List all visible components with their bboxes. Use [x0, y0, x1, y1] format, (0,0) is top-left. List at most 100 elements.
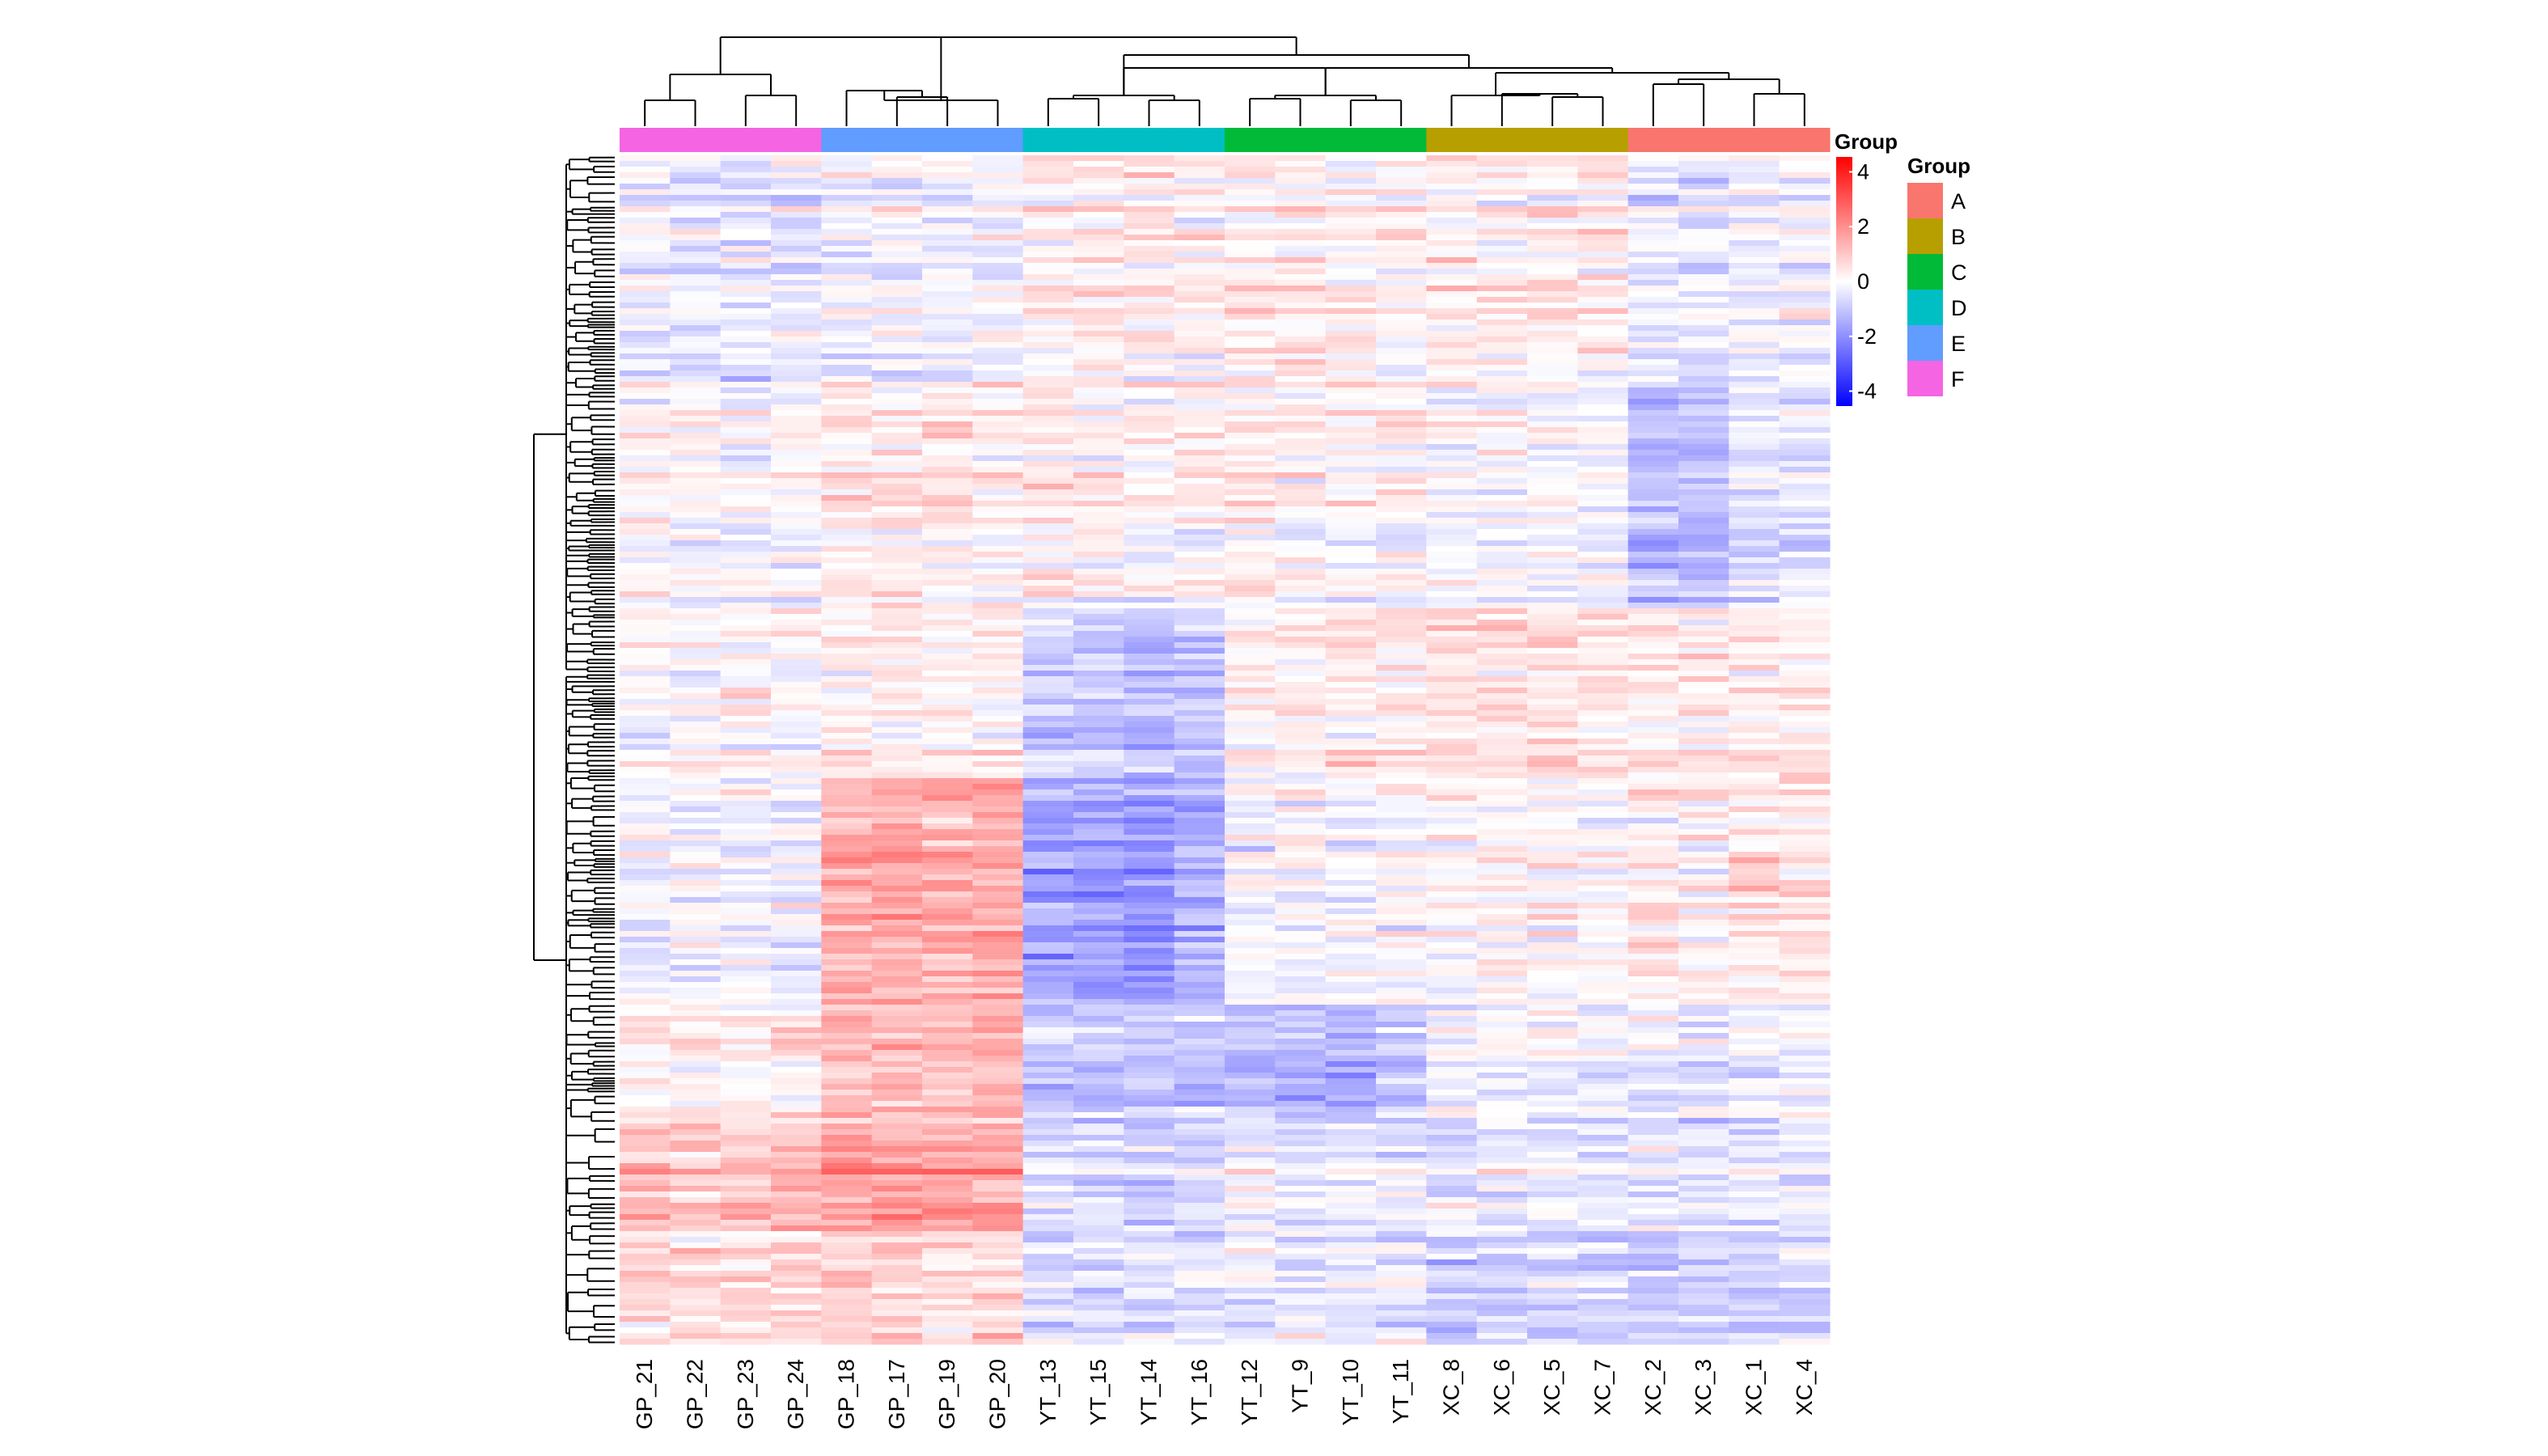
- heatmap-cell: [1577, 659, 1629, 666]
- heatmap-cell: [1325, 756, 1377, 762]
- heatmap-cell: [771, 801, 822, 807]
- heatmap-cell: [1527, 206, 1578, 213]
- heatmap-cell: [1779, 235, 1831, 241]
- heatmap-cell: [1325, 852, 1377, 858]
- heatmap-cell: [1627, 297, 1679, 303]
- heatmap-cell: [1174, 495, 1225, 502]
- heatmap-cell: [821, 597, 873, 603]
- heatmap-cell: [1577, 705, 1629, 711]
- heatmap-cell: [922, 263, 973, 269]
- heatmap-cell: [670, 501, 722, 507]
- heatmap-cell: [1275, 235, 1327, 241]
- heatmap-cell: [1729, 620, 1780, 626]
- heatmap-cell: [1325, 308, 1377, 315]
- heatmap-cell: [771, 642, 822, 649]
- heatmap-cell: [1627, 269, 1679, 275]
- heatmap-cell: [1225, 846, 1276, 853]
- heatmap-cell: [871, 789, 923, 796]
- heatmap-cell: [1325, 563, 1377, 569]
- heatmap-cell: [1325, 1005, 1377, 1011]
- heatmap-cell: [1275, 937, 1327, 943]
- heatmap-cell: [1325, 1016, 1377, 1022]
- heatmap-cell: [1225, 342, 1276, 349]
- heatmap-cell: [1729, 172, 1780, 179]
- heatmap-cell: [871, 167, 923, 173]
- heatmap-cell: [1275, 155, 1327, 162]
- heatmap-cell: [871, 229, 923, 235]
- heatmap-cell: [1225, 767, 1276, 773]
- heatmap-cell: [1325, 478, 1377, 485]
- heatmap-cell: [1225, 546, 1276, 552]
- heatmap-cell: [972, 433, 1024, 439]
- heatmap-cell: [1275, 1016, 1327, 1022]
- heatmap-cell: [1174, 597, 1225, 603]
- heatmap-cell: [1073, 812, 1124, 819]
- heatmap-cell: [871, 1056, 923, 1062]
- heatmap-cell: [1627, 206, 1679, 213]
- heatmap-cell: [1275, 167, 1327, 173]
- heatmap-cell: [1476, 286, 1528, 292]
- heatmap-cell: [1022, 580, 1074, 586]
- heatmap-cell: [620, 1050, 671, 1056]
- heatmap-cell: [1022, 795, 1074, 802]
- heatmap-cell: [670, 297, 722, 303]
- heatmap-cell: [1376, 280, 1427, 286]
- heatmap-cell: [1476, 308, 1528, 315]
- heatmap-cell: [1225, 733, 1276, 739]
- heatmap-cell: [1779, 586, 1831, 592]
- heatmap-cell: [972, 240, 1024, 247]
- heatmap-cell: [1325, 280, 1377, 286]
- heatmap-cell: [1678, 184, 1729, 190]
- heatmap-cell: [771, 699, 822, 705]
- heatmap-cell: [771, 269, 822, 275]
- heatmap-cell: [1225, 761, 1276, 768]
- heatmap-cell: [871, 450, 923, 456]
- heatmap-cell: [1729, 240, 1780, 247]
- heatmap-cell: [620, 535, 671, 541]
- heatmap-cell: [922, 1027, 973, 1034]
- heatmap-cell: [1174, 1073, 1225, 1079]
- heatmap-cell: [1124, 671, 1175, 677]
- heatmap-cell: [1275, 1061, 1327, 1068]
- heatmap-cell: [720, 342, 772, 349]
- heatmap-cell: [1325, 920, 1377, 926]
- heatmap-cell: [1073, 297, 1124, 303]
- heatmap-cell: [1426, 286, 1478, 292]
- heatmap-cell: [1073, 937, 1124, 943]
- heatmap-cell: [1729, 688, 1780, 694]
- heatmap-cell: [620, 716, 671, 722]
- heatmap-cell: [720, 648, 772, 654]
- heatmap-cell: [1073, 218, 1124, 224]
- heatmap-cell: [871, 835, 923, 841]
- heatmap-cell: [1174, 410, 1225, 417]
- heatmap-cell: [1577, 682, 1629, 688]
- heatmap-cell: [1476, 535, 1528, 541]
- heatmap-cell: [1275, 676, 1327, 683]
- heatmap-cell: [1174, 756, 1225, 762]
- heatmap-cell: [1376, 206, 1427, 213]
- heatmap-cell: [720, 314, 772, 320]
- heatmap-cell: [620, 280, 671, 286]
- heatmap-cell: [1376, 750, 1427, 756]
- heatmap-cell: [1678, 501, 1729, 507]
- heatmap-cell: [1476, 920, 1528, 926]
- heatmap-cell: [871, 608, 923, 615]
- heatmap-cell: [771, 246, 822, 252]
- heatmap-cell: [1022, 891, 1074, 898]
- heatmap-cell: [1022, 529, 1074, 535]
- heatmap-cell: [1174, 569, 1225, 575]
- heatmap-cell: [871, 212, 923, 218]
- heatmap-cell: [1022, 756, 1074, 762]
- heatmap-cell: [670, 654, 722, 660]
- heatmap-cell: [670, 710, 722, 717]
- heatmap-cell: [620, 478, 671, 485]
- heatmap-cell: [1174, 563, 1225, 569]
- heatmap-cell: [1174, 761, 1225, 768]
- heatmap-cell: [1729, 1010, 1780, 1017]
- heatmap-cell: [871, 206, 923, 213]
- heatmap-cell: [1577, 229, 1629, 235]
- heatmap-cell: [1426, 370, 1478, 377]
- heatmap-cell: [1124, 1073, 1175, 1079]
- heatmap-cell: [1729, 387, 1780, 394]
- heatmap-cell: [1022, 971, 1074, 977]
